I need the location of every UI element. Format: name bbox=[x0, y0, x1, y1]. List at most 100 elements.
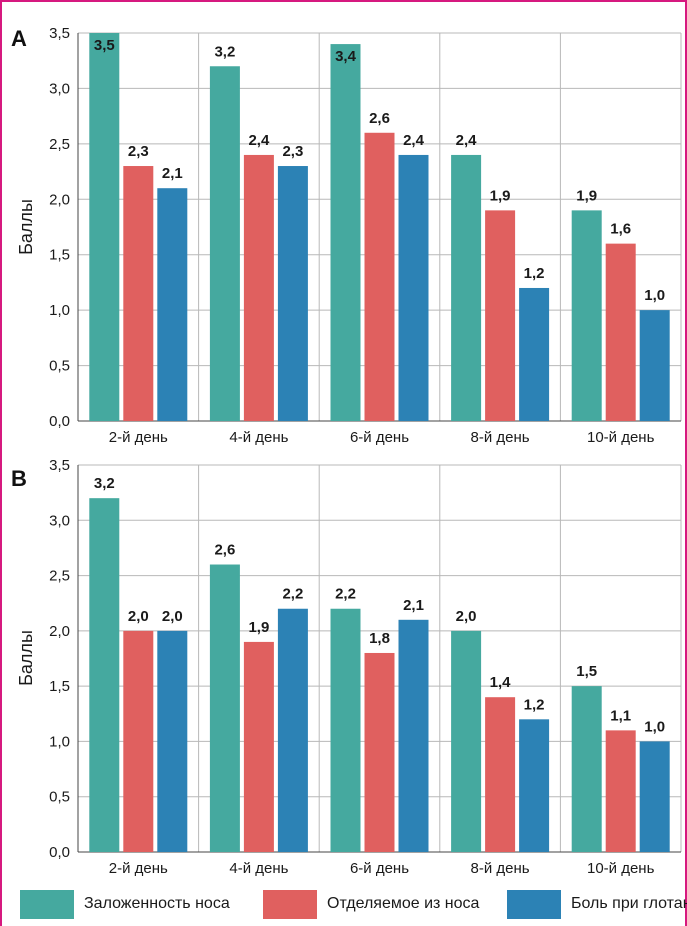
data-label: 2,0 bbox=[128, 608, 149, 625]
x-tick-label: 6-й день bbox=[350, 429, 409, 446]
y-tick-label: 0,5 bbox=[49, 358, 70, 375]
y-tick-label: 3,0 bbox=[49, 80, 70, 97]
data-label: 2,1 bbox=[162, 165, 183, 182]
data-label: 1,9 bbox=[248, 619, 269, 636]
x-tick-label: 2-й день bbox=[109, 860, 168, 877]
y-tick-label: 2,5 bbox=[49, 568, 70, 585]
y-tick-label: 0,5 bbox=[49, 789, 70, 806]
y-tick-label: 3,5 bbox=[49, 457, 70, 474]
data-label: 2,1 bbox=[403, 597, 424, 614]
y-axis-label: Баллы bbox=[16, 199, 36, 255]
data-label: 1,1 bbox=[610, 707, 631, 724]
data-label: 2,2 bbox=[335, 586, 356, 603]
bar-Боль-при-глотании-1 bbox=[277, 608, 308, 852]
data-label: 2,4 bbox=[248, 132, 270, 149]
bar-Заложенность-носа-4 bbox=[571, 210, 602, 421]
data-label: 2,2 bbox=[282, 586, 303, 603]
bar-Отделяемое-из-носа-2 bbox=[364, 652, 395, 852]
legend-label-nasal-congestion: Заложенность носа bbox=[84, 895, 230, 912]
bar-Заложенность-носа-0 bbox=[89, 498, 120, 852]
data-label: 2,3 bbox=[128, 143, 149, 160]
y-tick-label: 1,5 bbox=[49, 678, 70, 695]
legend-swatch-sore-throat bbox=[507, 889, 561, 919]
y-tick-label: 2,0 bbox=[49, 191, 70, 208]
bar-Заложенность-носа-4 bbox=[571, 686, 602, 852]
data-label: 3,2 bbox=[214, 43, 235, 60]
data-label: 2,0 bbox=[456, 608, 477, 625]
y-tick-label: 3,0 bbox=[49, 512, 70, 529]
legend-swatch-nasal-congestion bbox=[20, 889, 74, 919]
y-tick-label: 3,5 bbox=[49, 25, 70, 42]
legend-item-nasal-discharge: Отделяемое из носа bbox=[263, 886, 479, 922]
data-label: 3,4 bbox=[335, 48, 357, 65]
bar-Заложенность-носа-1 bbox=[209, 564, 240, 852]
bar-Отделяемое-из-носа-3 bbox=[485, 697, 516, 852]
bar-Боль-при-глотании-4 bbox=[639, 310, 670, 421]
bar-Отделяемое-из-носа-2 bbox=[364, 132, 395, 421]
x-tick-label: 4-й день bbox=[229, 429, 288, 446]
data-label: 1,6 bbox=[610, 221, 631, 238]
bar-Отделяемое-из-носа-1 bbox=[243, 154, 274, 421]
bar-Заложенность-носа-3 bbox=[451, 630, 482, 852]
y-tick-label: 2,5 bbox=[49, 136, 70, 153]
x-tick-label: 8-й день bbox=[471, 429, 530, 446]
data-label: 1,4 bbox=[490, 674, 512, 691]
y-tick-label: 1,5 bbox=[49, 247, 70, 264]
y-tick-label: 1,0 bbox=[49, 302, 70, 319]
x-tick-label: 4-й день bbox=[229, 860, 288, 877]
data-label: 1,9 bbox=[490, 187, 511, 204]
bar-Боль-при-глотании-3 bbox=[519, 287, 550, 421]
data-label: 1,2 bbox=[524, 696, 545, 713]
data-label: 3,5 bbox=[94, 37, 115, 54]
x-tick-label: 10-й день bbox=[587, 860, 655, 877]
y-tick-label: 0,0 bbox=[49, 413, 70, 430]
bar-Отделяемое-из-носа-4 bbox=[605, 730, 636, 852]
chart-panel-b: 0,0 0,5 1,0 1,5 2,0 2,5 3,0 3,5 3,2 2,0 2,0 2-й ден… bbox=[11, 457, 682, 877]
bar-Заложенность-носа-3 bbox=[451, 154, 482, 421]
bar-Боль-при-глотании-2 bbox=[398, 619, 429, 852]
bar-Боль-при-глотании-2 bbox=[398, 154, 429, 421]
x-tick-label: 10-й день bbox=[587, 429, 655, 446]
bar-Боль-при-глотании-0 bbox=[157, 188, 188, 421]
legend-label-nasal-discharge: Отделяемое из носа bbox=[327, 895, 480, 912]
data-label: 2,0 bbox=[162, 608, 183, 625]
data-label: 3,2 bbox=[94, 475, 115, 492]
data-label: 1,9 bbox=[576, 187, 597, 204]
bar-Заложенность-носа-0 bbox=[89, 33, 120, 421]
legend: Заложенность носа Отделяемое из носа Бол… bbox=[20, 886, 687, 922]
chart-panel-a: 0,0 0,5 1,0 1,5 2,0 2,5 3,0 3,5 3,5 2,3 2,1 2-й ден… bbox=[11, 25, 682, 446]
bar-Заложенность-носа-2 bbox=[330, 608, 361, 852]
legend-item-sore-throat: Боль при глотании bbox=[507, 886, 687, 922]
data-label: 1,0 bbox=[644, 287, 665, 304]
bar-charts: 0,0 0,5 1,0 1,5 2,0 2,5 3,0 3,5 3,5 2,3 2,1 2-й ден… bbox=[11, 25, 682, 877]
bar-Заложенность-носа-2 bbox=[330, 44, 361, 421]
y-tick-label: 2,0 bbox=[49, 623, 70, 640]
bar-Отделяемое-из-носа-4 bbox=[605, 243, 636, 421]
legend-label-sore-throat: Боль при глотании bbox=[571, 895, 687, 912]
data-label: 2,4 bbox=[403, 132, 425, 149]
data-label: 1,8 bbox=[369, 630, 390, 647]
bar-Боль-при-глотании-3 bbox=[519, 719, 550, 852]
x-tick-label: 6-й день bbox=[350, 860, 409, 877]
data-label: 1,5 bbox=[576, 663, 597, 680]
data-label: 2,3 bbox=[282, 143, 303, 160]
bar-Боль-при-глотании-1 bbox=[277, 166, 308, 421]
y-axis-label: Баллы bbox=[16, 630, 36, 686]
bar-Боль-при-глотании-4 bbox=[639, 741, 670, 852]
legend-swatch-nasal-discharge bbox=[263, 889, 317, 919]
data-label: 1,0 bbox=[644, 718, 665, 735]
x-tick-label: 2-й день bbox=[109, 429, 168, 446]
x-tick-label: 8-й день bbox=[471, 860, 530, 877]
bar-Боль-при-глотании-0 bbox=[157, 630, 188, 852]
bar-Заложенность-носа-1 bbox=[209, 66, 240, 421]
y-tick-label: 0,0 bbox=[49, 844, 70, 861]
bar-Отделяемое-из-носа-3 bbox=[485, 210, 516, 421]
data-label: 2,6 bbox=[369, 110, 390, 127]
panel-letter: B bbox=[11, 466, 27, 491]
data-label: 1,2 bbox=[524, 265, 545, 282]
bar-Отделяемое-из-носа-1 bbox=[243, 641, 274, 852]
y-tick-label: 1,0 bbox=[49, 733, 70, 750]
bar-Отделяемое-из-носа-0 bbox=[123, 630, 154, 852]
data-label: 2,4 bbox=[456, 132, 478, 149]
